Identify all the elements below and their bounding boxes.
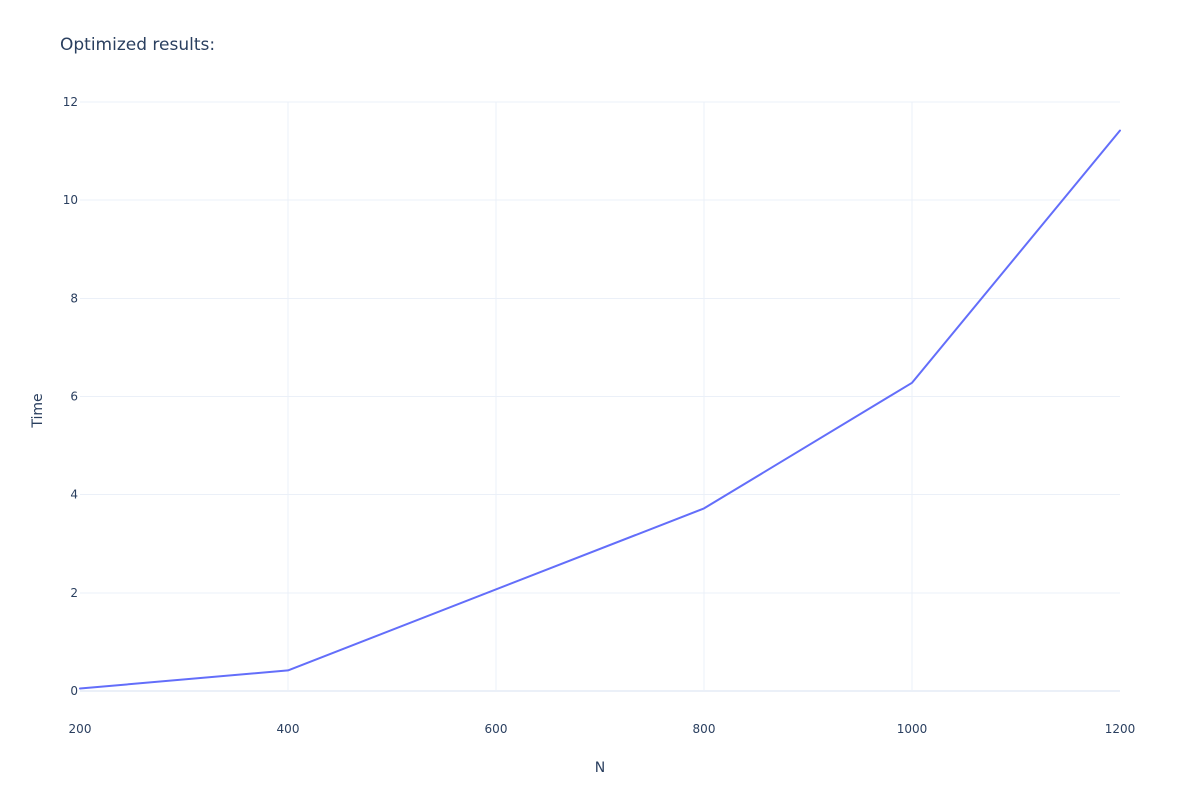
y-tick-label: 2: [70, 586, 78, 600]
y-tick-label: 12: [63, 95, 78, 109]
y-tick-label: 10: [63, 193, 78, 207]
series-line: [79, 129, 1121, 690]
x-tick-label: 1200: [1105, 722, 1136, 736]
x-axis-title: N: [595, 760, 605, 776]
x-tick-label: 400: [277, 722, 300, 736]
x-tick-label: 200: [69, 722, 92, 736]
x-tick-label: 1000: [897, 722, 928, 736]
grid-layer: [80, 101, 1120, 692]
chart-title: Optimized results:: [60, 35, 215, 55]
x-tick-label: 600: [485, 722, 508, 736]
y-tick-label: 0: [70, 684, 78, 698]
tick-label-layer: 0 2 4 6 8 10 12 200 400 600 800 1000 1200: [63, 95, 1136, 736]
x-tick-label: 800: [693, 722, 716, 736]
y-tick-label: 4: [70, 488, 78, 502]
y-axis-title: Time: [30, 393, 46, 428]
y-tick-label: 8: [70, 291, 78, 305]
y-tick-label: 6: [70, 390, 78, 404]
series-layer: [79, 129, 1121, 690]
